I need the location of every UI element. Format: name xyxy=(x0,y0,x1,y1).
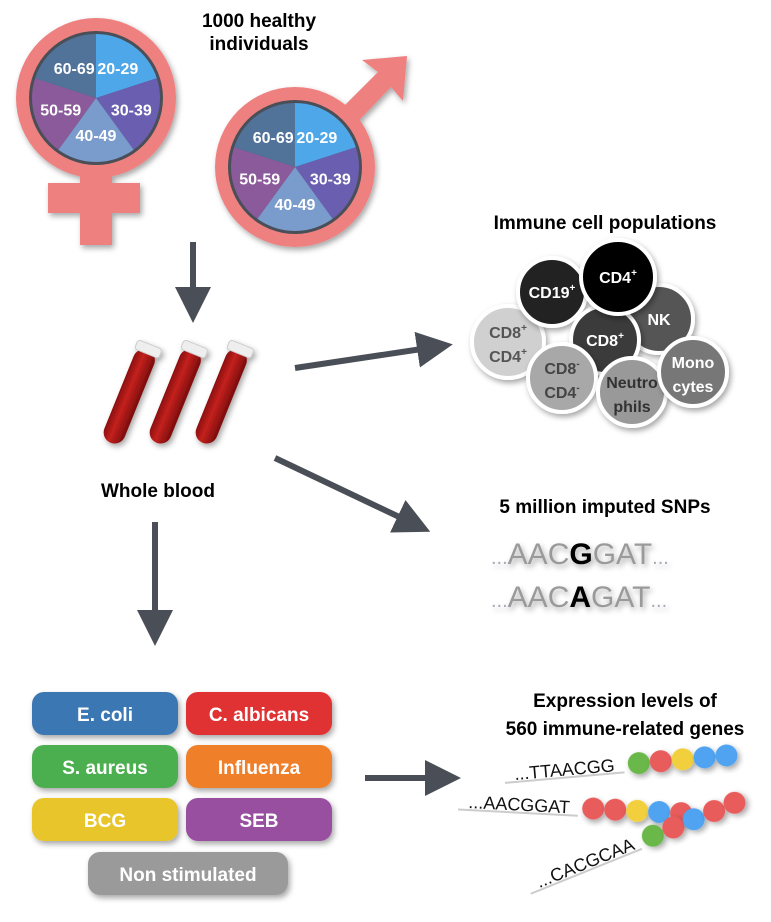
cell-label: CD4+ xyxy=(599,268,637,287)
cell-label: CD4+ xyxy=(489,347,527,366)
bead-blue xyxy=(693,746,716,769)
pie-label: 40-49 xyxy=(275,197,316,214)
pie-slice-30-39 xyxy=(295,147,359,219)
stimulus-non-stimulated: Non stimulated xyxy=(88,852,288,895)
immune-title: Immune cell populations xyxy=(494,213,717,234)
svg-text:...CACGCAA: ...CACGCAA xyxy=(533,834,637,892)
cell-cd19: CD19+ xyxy=(516,256,588,328)
stimulus-s-aureus: S. aureus xyxy=(32,745,178,788)
expression-title: Expression levels of 560 immune-related g… xyxy=(506,691,745,740)
pie-label: 20-29 xyxy=(296,130,337,147)
bead-red xyxy=(649,750,672,773)
pie-slice-60-69 xyxy=(35,34,96,98)
cell-label: CD8- xyxy=(544,359,579,378)
svg-text:...TTAACGG: ...TTAACGG xyxy=(513,755,615,784)
stimuli-grid: E. coli C. albicans S. aureus Influenza BCG S… xyxy=(32,692,332,895)
snp-sequence: ...AACGGAT... xyxy=(491,538,669,571)
whole-blood-label: Whole blood xyxy=(101,481,215,502)
cell-neutrophils: Neutro phils xyxy=(596,356,668,428)
svg-text:E. coli: E. coli xyxy=(77,705,133,726)
cell-label: phils xyxy=(613,399,650,416)
snp-allele: G xyxy=(569,538,592,571)
arrow-to-immune-cells xyxy=(294,331,453,371)
bead-blue xyxy=(648,801,671,824)
cell-label: Mono xyxy=(672,355,715,372)
stimulus-seb: SEB xyxy=(186,798,332,841)
cell-label: CD19+ xyxy=(529,283,576,302)
stimulus-influenza: Influenza xyxy=(186,745,332,788)
cell-cd8cd4: CD8- CD4- xyxy=(526,342,598,414)
pie-label: 50-59 xyxy=(239,171,280,188)
svg-text:SEB: SEB xyxy=(239,811,278,832)
pie-slice-30-39 xyxy=(96,78,161,150)
cell-label: Neutro xyxy=(606,375,658,392)
expression-sequence: ...AACGGAT xyxy=(457,792,693,825)
cell-cd4: CD4+ xyxy=(579,238,657,316)
svg-text:Influenza: Influenza xyxy=(218,758,301,779)
arrow-to-snps xyxy=(273,455,431,533)
cell-label: CD8+ xyxy=(489,323,527,342)
svg-text:Non stimulated: Non stimulated xyxy=(119,865,256,886)
male-age-pie: 20-29 30-39 40-49 50-59 60-69 xyxy=(228,100,362,234)
pie-label: 30-39 xyxy=(310,171,351,188)
pie-slice-40-49 xyxy=(257,167,333,232)
pie-label: 30-39 xyxy=(111,102,152,119)
bead-green xyxy=(627,752,650,775)
pie-label: 40-49 xyxy=(76,128,117,145)
bead-red xyxy=(723,791,746,814)
cell-label: CD8+ xyxy=(586,331,624,350)
svg-text:S. aureus: S. aureus xyxy=(62,758,148,779)
pie-label: 20-29 xyxy=(97,61,138,78)
bead-yellow xyxy=(671,748,694,771)
pie-label: 50-59 xyxy=(40,102,81,119)
cell-label: CD4- xyxy=(544,383,579,402)
bead-blue xyxy=(682,808,705,831)
bead-blue xyxy=(715,744,738,767)
bead-red xyxy=(703,800,726,823)
pie-slice-40-49 xyxy=(58,98,134,163)
pie-label: 60-69 xyxy=(54,61,95,78)
snp-sequences: ...AACGGAT... ...AACAGAT... xyxy=(491,538,669,614)
stimulus-e-coli: E. coli xyxy=(32,692,178,735)
svg-text:C. albicans: C. albicans xyxy=(209,705,309,726)
stimulus-c-albicans: C. albicans xyxy=(186,692,332,735)
snp-sequence: ...AACAGAT... xyxy=(491,581,667,614)
pie-label: 60-69 xyxy=(253,130,294,147)
bead-green xyxy=(641,824,664,847)
title: 1000 healthy individuals xyxy=(202,11,316,55)
female-age-pie: 20-29 30-39 40-49 50-59 60-69 xyxy=(29,31,163,165)
expression-sequences: ...TTAACGG ...AACGGAT ...CACGCAA xyxy=(457,744,746,895)
stimulus-bcg: BCG xyxy=(32,798,178,841)
svg-text:BCG: BCG xyxy=(84,811,126,832)
bead-red xyxy=(662,816,685,839)
svg-text:...AACGGAT: ...AACGGAT xyxy=(468,792,571,817)
pie-slice-60-69 xyxy=(234,103,295,167)
pie-slice-20-29 xyxy=(295,103,356,167)
bead-red xyxy=(582,797,605,820)
pie-slice-20-29 xyxy=(96,34,157,98)
bead-yellow xyxy=(626,799,649,822)
blood-tubes-icon xyxy=(103,339,254,444)
cell-monocytes: Mono cytes xyxy=(657,336,729,408)
pie-slice-50-59 xyxy=(32,78,96,150)
snps-title: 5 million imputed SNPs xyxy=(499,497,710,518)
immune-cell-cluster: CD8+ CD4+ CD19+ NK CD8+ CD4+ CD8- CD4- Neutro phi… xyxy=(470,238,729,428)
snp-allele: A xyxy=(569,581,591,614)
cell-cd8cd4: CD8+ CD4+ xyxy=(470,304,546,380)
cell-label: cytes xyxy=(673,379,714,396)
bead-red xyxy=(604,798,627,821)
pie-slice-50-59 xyxy=(231,147,295,219)
cell-label: NK xyxy=(647,312,671,329)
expression-sequence: ...TTAACGG xyxy=(504,744,738,784)
